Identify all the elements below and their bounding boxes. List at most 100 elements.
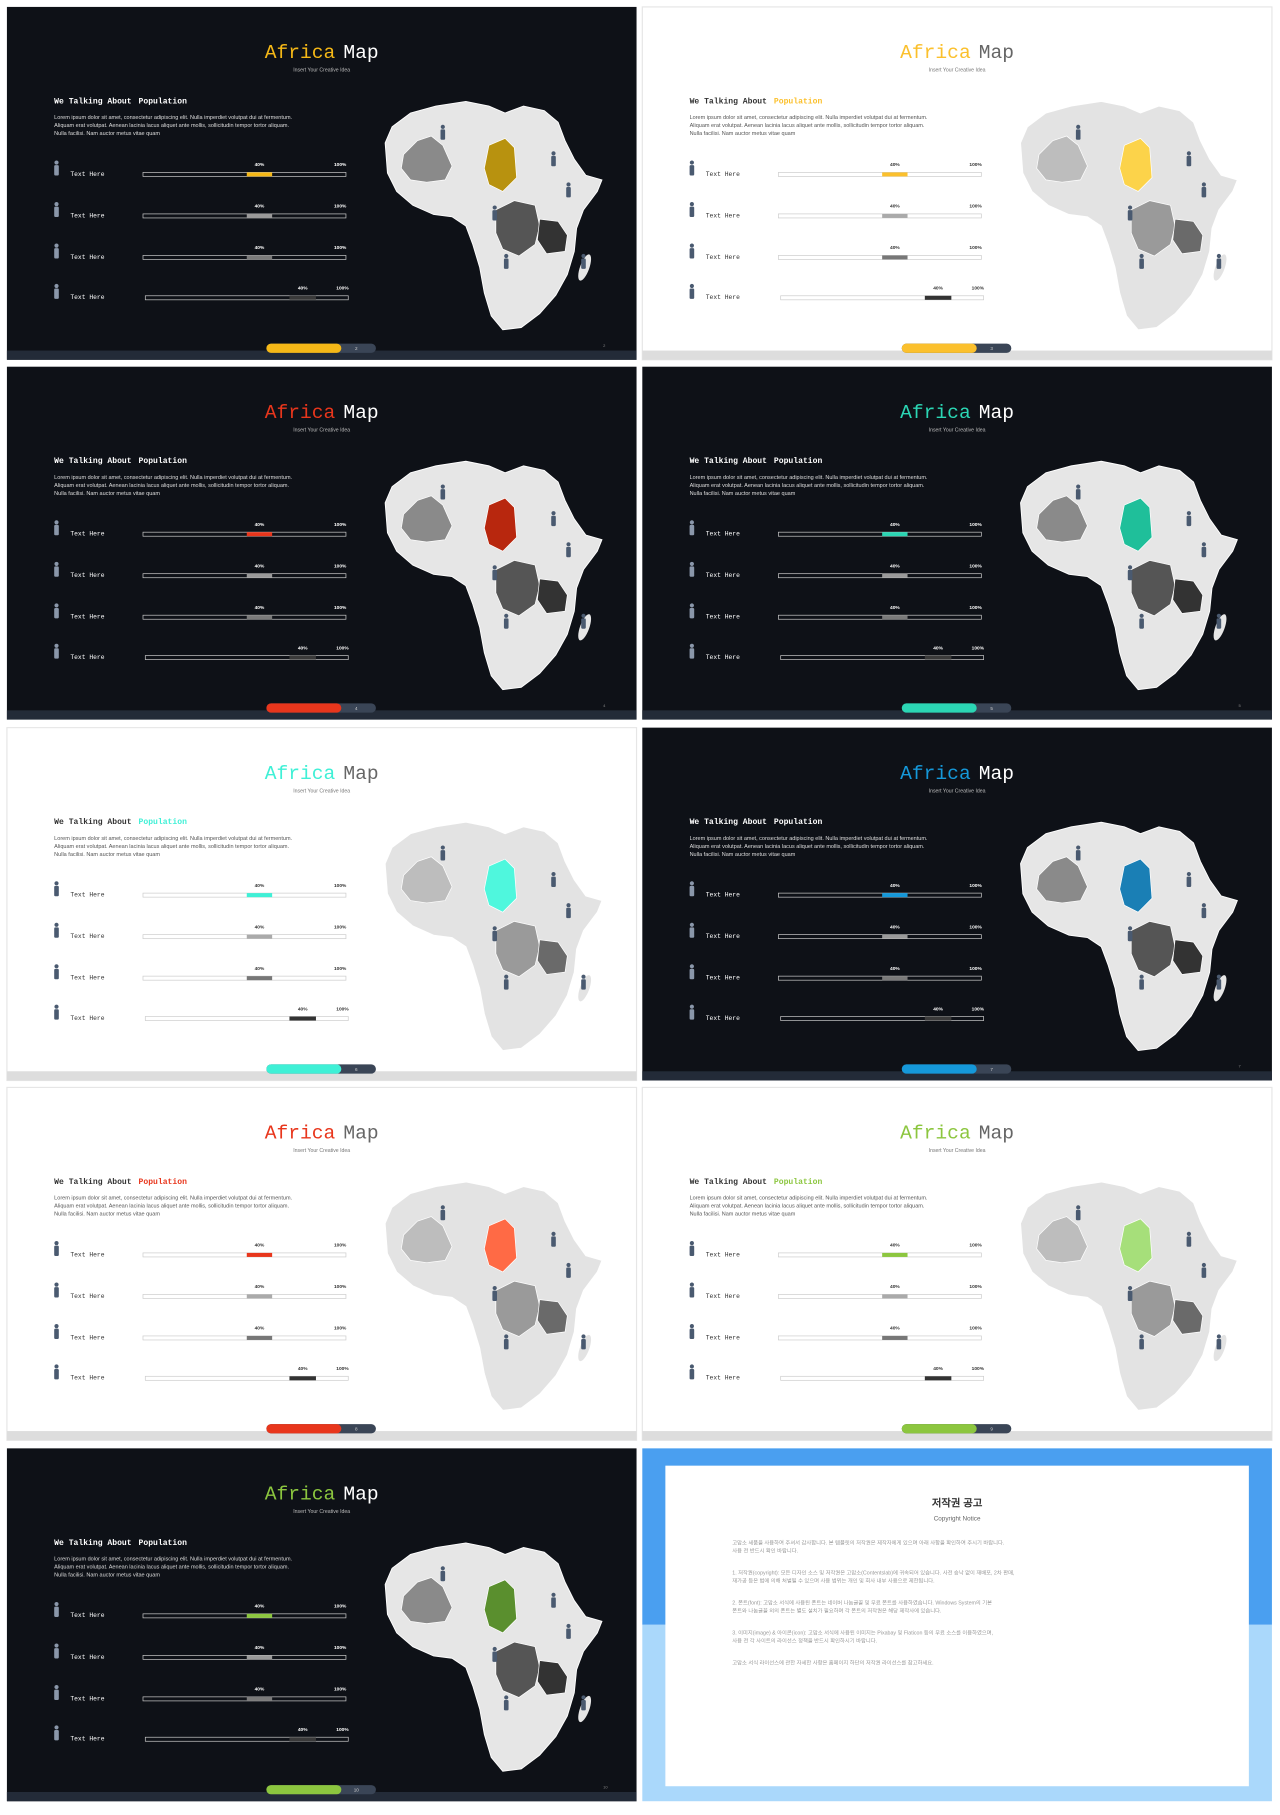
bar-value: 40% bbox=[890, 522, 900, 528]
bar-max: 100% bbox=[334, 245, 347, 251]
person-icon-head bbox=[54, 603, 59, 608]
bar-max: 100% bbox=[334, 1604, 347, 1610]
bar-value: 40% bbox=[298, 645, 308, 651]
person-icon-body bbox=[503, 258, 509, 269]
bar-segment bbox=[289, 655, 316, 660]
title-rest: Map bbox=[979, 1123, 1014, 1145]
bar-max: 100% bbox=[972, 1366, 985, 1372]
bar-segment bbox=[882, 1252, 908, 1257]
person-icon-body bbox=[1186, 876, 1192, 888]
person-icon-head bbox=[504, 253, 509, 259]
person-icon-body bbox=[54, 607, 59, 619]
person-icon-body bbox=[689, 1009, 695, 1020]
row-label: Text Here bbox=[706, 531, 740, 538]
row-label: Text Here bbox=[70, 1375, 104, 1382]
heading: We Talking About Population bbox=[690, 457, 823, 466]
person-icon-body bbox=[689, 927, 695, 938]
page-number: 7 bbox=[990, 1067, 993, 1072]
bar-segment bbox=[246, 1294, 273, 1299]
bar-track bbox=[780, 1375, 984, 1381]
tanzania bbox=[537, 578, 568, 614]
person-icon-body bbox=[54, 524, 59, 536]
bar-segment bbox=[246, 255, 273, 260]
person-icon-head bbox=[689, 643, 694, 648]
title-accent: Africa bbox=[900, 1123, 971, 1145]
title-rest: Map bbox=[343, 1123, 378, 1145]
notice-title: 저작권 공고 bbox=[932, 1496, 983, 1509]
pager-fill bbox=[901, 703, 977, 713]
footer-strip bbox=[642, 1431, 1272, 1441]
body-text: Lorem ipsum dolor sit amet, consectetur … bbox=[54, 115, 292, 121]
person-icon-body bbox=[54, 1328, 59, 1340]
row-label: Text Here bbox=[706, 892, 740, 899]
person-icon-head bbox=[1076, 845, 1081, 850]
heading: We Talking About Population bbox=[54, 457, 187, 466]
drc bbox=[495, 1280, 541, 1337]
person-icon-head bbox=[689, 561, 694, 566]
person-icon-body bbox=[551, 1236, 556, 1247]
person-icon-body bbox=[1201, 187, 1207, 198]
body-text: Lorem ipsum dolor sit amet, consectetur … bbox=[54, 836, 292, 842]
heading-text: We Talking About bbox=[54, 98, 132, 107]
footer-strip bbox=[642, 350, 1272, 360]
notice-line: 재가공 등은 법에 의해 처벌될 수 있으며 사용 범위는 개인 및 회사 내부… bbox=[732, 1576, 934, 1584]
bar-track bbox=[142, 1335, 347, 1341]
person-icon-head bbox=[54, 160, 59, 165]
bar-segment bbox=[246, 976, 273, 981]
mali bbox=[400, 1216, 453, 1264]
person-icon-head bbox=[492, 205, 497, 210]
bar-track bbox=[142, 255, 347, 260]
person-icon-head bbox=[1201, 1262, 1206, 1268]
page-number: 10 bbox=[354, 1787, 360, 1792]
title-accent: Africa bbox=[265, 42, 336, 64]
person-icon-body bbox=[1186, 1236, 1192, 1247]
bar-max: 100% bbox=[969, 563, 982, 569]
chad bbox=[1119, 497, 1153, 552]
body-text: Aliquam erat volutpat. Aenean lacinia la… bbox=[54, 844, 289, 850]
person-icon-head bbox=[689, 881, 694, 886]
person-icon-head bbox=[581, 974, 586, 979]
tanzania bbox=[1172, 939, 1204, 975]
person-icon-body bbox=[54, 1287, 59, 1298]
footer-strip bbox=[6, 1071, 637, 1081]
person-icon-body bbox=[1075, 850, 1081, 861]
pager-fill bbox=[901, 1064, 977, 1074]
bar-max: 100% bbox=[969, 204, 982, 210]
person-icon-head bbox=[689, 202, 694, 207]
body-text: Aliquam erat volutpat. Aenean lacinia la… bbox=[690, 844, 925, 850]
person-icon-body bbox=[440, 489, 446, 500]
footer-strip bbox=[6, 1792, 637, 1802]
person-icon-body bbox=[1139, 618, 1144, 629]
title-accent: Africa bbox=[265, 1484, 336, 1506]
bar-value: 40% bbox=[255, 1604, 265, 1610]
heading-accent: Population bbox=[139, 818, 188, 827]
heading-text: We Talking About bbox=[54, 1178, 132, 1187]
slide: Africa Map Insert Your Creative Idea We Tal… bbox=[642, 366, 1272, 720]
slide: Africa Map Insert Your Creative Idea We Tal… bbox=[6, 727, 638, 1082]
slide: Africa Map Insert Your Creative Idea We Tal… bbox=[6, 6, 637, 360]
notice-line: 1. 저작권(copyright): 모든 디자인 소스 및 저작권은 고맙소(… bbox=[732, 1568, 1014, 1576]
person-icon-body bbox=[54, 1009, 59, 1020]
bar-track bbox=[778, 1294, 982, 1299]
notice-line: 고맙소 세품을 사용하여 주셔서 감사합니다. 본 템플릿의 저작권은 제작자에… bbox=[732, 1538, 1004, 1546]
notice-line: 2. 폰트(font): 고맙소 서식에 사용된 폰트는 네이버 나눔글꼴 및 … bbox=[732, 1598, 992, 1606]
title-rest: Map bbox=[979, 402, 1014, 424]
bar-max: 100% bbox=[969, 1284, 982, 1290]
row-label: Text Here bbox=[706, 572, 740, 579]
bar-track bbox=[144, 295, 349, 301]
body-text: Aliquam erat volutpat. Aenean lacinia la… bbox=[690, 1204, 925, 1210]
page-number-corner: 2 bbox=[603, 343, 606, 348]
bar-value: 40% bbox=[890, 563, 900, 569]
person-icon-head bbox=[1139, 1334, 1144, 1339]
bar-segment bbox=[246, 573, 273, 578]
person-icon-body bbox=[1186, 515, 1192, 527]
person-icon-head bbox=[54, 964, 59, 969]
bar-segment bbox=[246, 1655, 273, 1660]
row-label: Text Here bbox=[706, 1251, 740, 1258]
person-icon-head bbox=[1128, 1285, 1133, 1291]
bar-segment bbox=[246, 934, 273, 939]
africa-map bbox=[1020, 101, 1238, 331]
chad bbox=[1119, 858, 1153, 913]
heading: We Talking About Population bbox=[54, 1539, 187, 1548]
